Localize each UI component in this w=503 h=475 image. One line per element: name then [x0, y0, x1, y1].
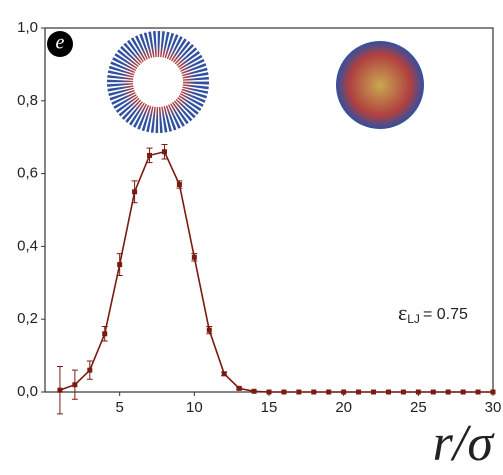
- y-tick-label: 0,0: [17, 383, 38, 400]
- data-point: [147, 152, 153, 158]
- data-point: [266, 389, 272, 395]
- data-point: [281, 389, 287, 395]
- data-point: [430, 389, 436, 395]
- plot-frame: [44, 27, 494, 393]
- x-tick-label: 30: [485, 399, 502, 416]
- data-point: [221, 371, 227, 377]
- data-point: [445, 389, 451, 395]
- data-point: [236, 385, 242, 391]
- x-tick-label: 10: [186, 399, 203, 416]
- data-point: [415, 389, 421, 395]
- data-point: [102, 331, 108, 337]
- inset-ring: [107, 31, 209, 133]
- panel-badge: [47, 31, 73, 57]
- x-tick-label: 5: [115, 399, 123, 416]
- data-point: [72, 382, 78, 388]
- x-tick-label: 15: [261, 399, 278, 416]
- data-point: [176, 182, 182, 188]
- annotation-subscript: LJ: [407, 312, 420, 326]
- data-point: [132, 189, 138, 195]
- fit-line: [59, 150, 493, 393]
- data-point: [206, 327, 212, 333]
- data-point: [251, 388, 257, 394]
- y-tick-label: 0,6: [17, 165, 38, 182]
- data-point: [341, 389, 347, 395]
- x-tick-label: 25: [410, 399, 427, 416]
- inset-blob: [336, 41, 424, 129]
- data-point: [490, 389, 496, 395]
- y-tick-label: 1,0: [17, 19, 38, 36]
- annotation-symbol: ε: [398, 300, 407, 325]
- data-point: [460, 389, 466, 395]
- x-tick-label: 20: [335, 399, 352, 416]
- data-point: [385, 389, 391, 395]
- data-point: [311, 389, 317, 395]
- x-axis-label: r/σ: [433, 415, 496, 472]
- data-point: [117, 262, 123, 268]
- data-point: [371, 389, 377, 395]
- panel-label: e: [56, 32, 65, 54]
- data-point: [475, 389, 481, 395]
- data-point: [87, 367, 93, 373]
- data-point: [356, 389, 362, 395]
- annotation-text: = 0.75: [423, 306, 468, 323]
- y-tick-label: 0,4: [17, 237, 38, 254]
- data-point: [326, 389, 332, 395]
- y-tick-label: 0,8: [17, 92, 38, 109]
- data-point: [296, 389, 302, 395]
- data-point: [57, 387, 63, 393]
- data-point: [400, 389, 406, 395]
- y-tick-label: 0,2: [17, 310, 38, 327]
- data-point: [191, 254, 197, 260]
- annotation: εLJ = 0.75: [398, 300, 468, 326]
- data-point: [161, 149, 167, 155]
